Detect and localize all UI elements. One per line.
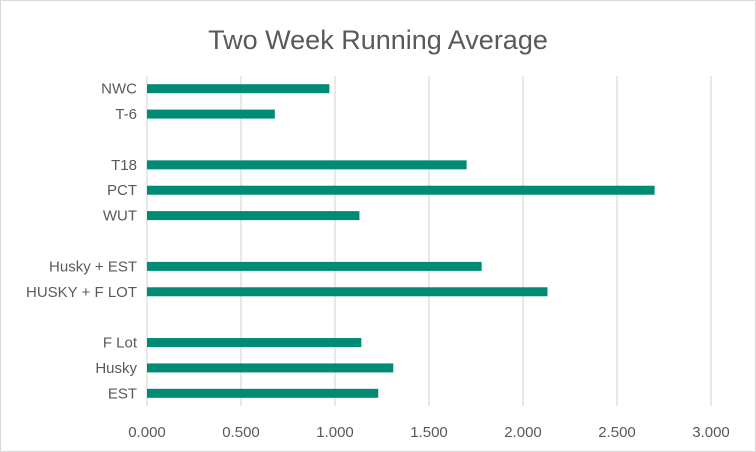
- x-tick-label: 3.000: [692, 424, 730, 441]
- x-tick-label: 1.000: [316, 424, 354, 441]
- category-label: Husky: [95, 360, 137, 377]
- category-label: T-6: [115, 106, 137, 123]
- gridlines: [146, 76, 712, 406]
- chart-title: Two Week Running Average: [208, 25, 548, 55]
- bar: [147, 338, 362, 348]
- bar: [147, 287, 548, 297]
- category-label: HUSKY + F LOT: [26, 284, 137, 301]
- x-tick-label: 2.500: [598, 424, 636, 441]
- category-label: Husky + EST: [49, 258, 137, 275]
- x-tick-label: 1.500: [410, 424, 448, 441]
- bar: [147, 84, 330, 94]
- x-axis-tick-labels: 0.000 0.500 1.000 1.500 2.000 2.500 3.000: [128, 424, 730, 441]
- category-label: WUT: [103, 208, 137, 225]
- category-label: EST: [108, 385, 137, 402]
- category-label: T18: [111, 157, 137, 174]
- bar: [147, 160, 467, 170]
- x-tick-label: 0.000: [128, 424, 166, 441]
- x-tick-label: 2.000: [504, 424, 542, 441]
- bar: [147, 261, 482, 271]
- bar: [147, 388, 379, 398]
- category-label: F Lot: [103, 335, 138, 352]
- bar: [147, 109, 275, 119]
- category-labels: NWC T-6 T18 PCT WUT Husky + EST HUSKY + F LOT F…: [26, 81, 138, 403]
- bar: [147, 185, 655, 195]
- category-label: PCT: [107, 182, 137, 199]
- bar: [147, 211, 360, 221]
- category-label: NWC: [101, 81, 137, 98]
- bar: [147, 363, 394, 373]
- x-tick-label: 0.500: [222, 424, 260, 441]
- bars: [147, 84, 655, 398]
